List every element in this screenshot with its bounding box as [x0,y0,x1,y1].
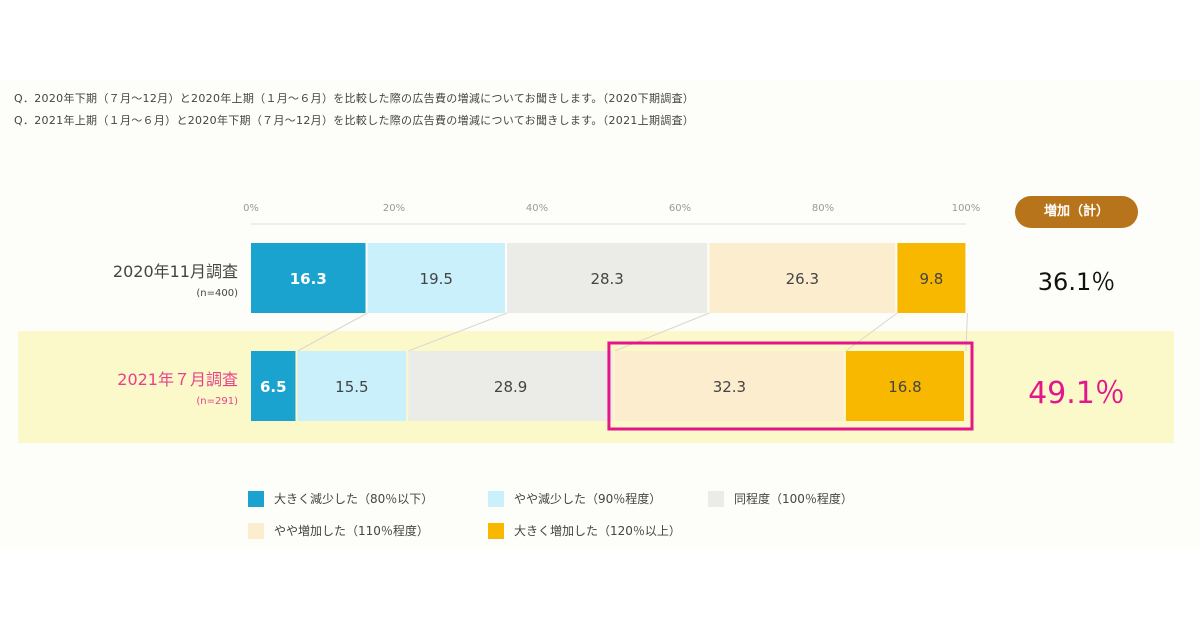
row-sample-size: (n=400) [196,288,238,299]
row-title: 2021年７月調査 [117,370,238,389]
x-tick-label: 100% [952,203,981,214]
x-tick-label: 40% [526,203,548,214]
data-label: 28.9 [494,378,527,396]
legend-swatch [708,490,724,507]
increase-total-badge: 増加（計） [1015,196,1138,228]
legend-swatch [488,490,504,507]
question-1: Q．2020年下期（７月～12月）と2020年上期（１月～６月）を比較した際の広… [14,92,695,105]
legend-label: 大きく増加した（120％以上） [514,524,681,538]
legend-label: 同程度（100％程度） [734,492,853,506]
highlight-box [607,341,974,431]
connector-line [408,312,508,352]
legend-swatch [248,522,264,539]
connector-line [965,312,968,352]
bar-segment [845,351,964,421]
legend-item: 大きく減少した（80％以下） [248,490,433,507]
legend-swatch [488,522,504,539]
legend-label: やや減少した（90％程度） [514,492,662,506]
connector-line [297,312,368,352]
legend-swatch [248,490,264,507]
legend-item: やや減少した（90％程度） [488,490,661,507]
row-label-2021: 2021年７月調査 (n=291) [117,366,238,407]
data-label: 15.5 [335,378,368,396]
bar-segment [251,243,366,313]
row-title: 2020年11月調査 [112,262,238,281]
question-2: Q．2021年上期（１月～６月）と2020年下期（７月～12月）を比較した際の広… [14,114,695,127]
legend-item: 大きく増加した（120％以上） [488,522,681,539]
bar-segment [614,351,844,421]
bar-segment [897,243,966,313]
legend-item: やや増加した（110％程度） [248,522,429,539]
data-label: 28.3 [590,270,623,288]
bar-segment [367,243,505,313]
legend-item: 同程度（100％程度） [708,490,853,507]
chart-area: Q．2020年下期（７月～12月）と2020年上期（１月～６月）を比較した際の広… [0,80,1200,548]
x-tick-label: 80% [812,203,834,214]
connector-line [845,312,898,352]
legend-label: やや増加した（110％程度） [274,524,429,538]
data-label: 19.5 [420,270,453,288]
x-tick-label: 0% [243,203,259,214]
data-label: 9.8 [919,270,943,288]
row-label-2020: 2020年11月調査 (n=400) [113,258,238,299]
data-label: 16.8 [888,378,921,396]
total-value-2020: 36.1％ [1037,268,1116,296]
bar-segment [297,351,407,421]
x-tick-label: 60% [669,203,691,214]
data-label: 32.3 [713,378,746,396]
bar-segment [408,351,613,421]
bar-segment [506,243,708,313]
connector-line [614,312,710,352]
row-sample-size: (n=291) [196,396,238,407]
data-label: 26.3 [786,270,819,288]
data-label: 16.3 [290,270,327,288]
x-tick-label: 20% [383,203,405,214]
total-value-2021: 49.1％ [1028,376,1125,411]
legend-label: 大きく減少した（80％以下） [274,492,434,506]
bar-segment [709,243,896,313]
bar-segment [251,351,296,421]
data-label: 6.5 [260,378,287,396]
